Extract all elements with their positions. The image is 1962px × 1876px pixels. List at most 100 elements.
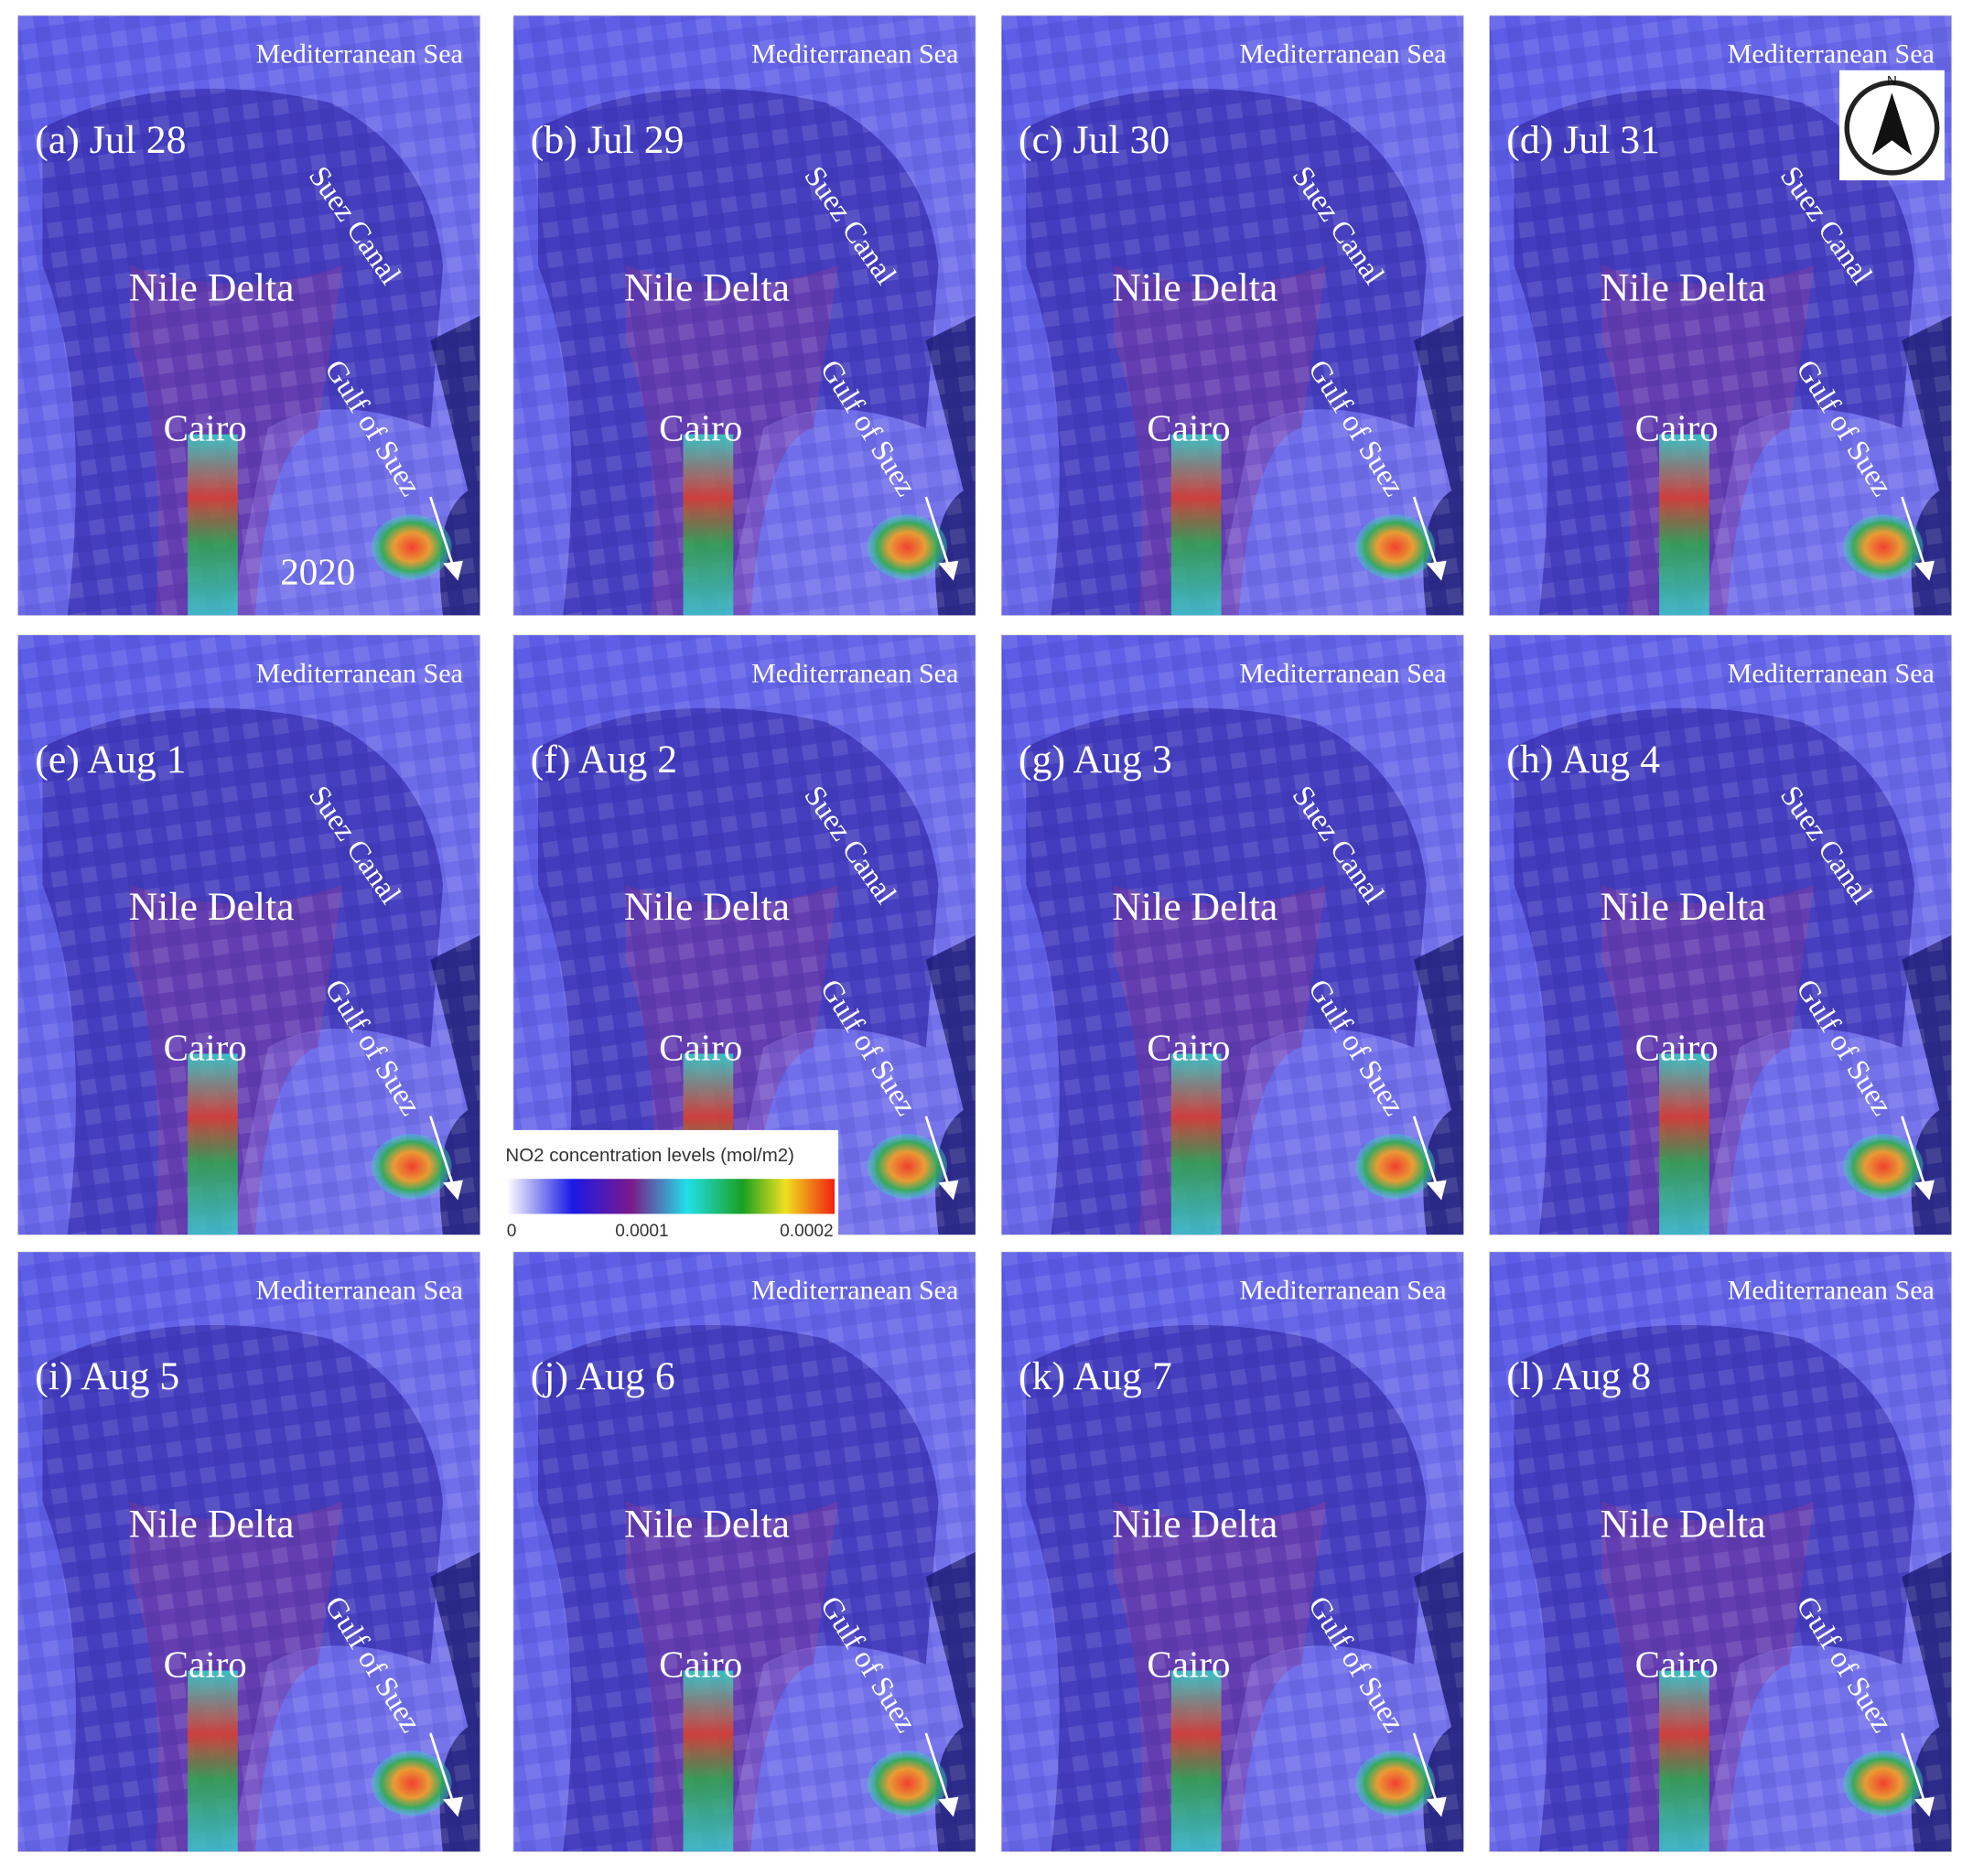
- gulf-hotspot: [1354, 1751, 1436, 1817]
- panel-label: (k) Aug 7: [1019, 1354, 1172, 1398]
- map-area: [512, 1251, 976, 1852]
- cairo-label: Cairo: [1635, 1643, 1719, 1685]
- cairo-plume: [1659, 1053, 1709, 1235]
- map-area: [17, 634, 481, 1235]
- cairo-plume: [683, 1670, 734, 1852]
- sea-label: Mediterranean Sea: [1728, 1274, 1935, 1305]
- delta-label: Nile Delta: [1112, 1502, 1277, 1546]
- arrow-head: [1914, 560, 1935, 581]
- gulf-hotspot: [1354, 1133, 1436, 1200]
- arrow: [1412, 1732, 1439, 1803]
- map-area: [17, 1251, 481, 1852]
- arrow: [924, 1116, 950, 1186]
- arrow-head: [1426, 1180, 1447, 1201]
- delta-label: Nile Delta: [624, 885, 790, 929]
- panel-label: (j) Aug 6: [531, 1354, 675, 1398]
- gulf-hotspot: [372, 514, 452, 580]
- gulf-hotspot: [1843, 1133, 1924, 1200]
- color-bar: [506, 1179, 835, 1214]
- year-label: 2020: [280, 551, 355, 593]
- cairo-label: Cairo: [1147, 1026, 1230, 1068]
- cairo-label: Cairo: [659, 406, 742, 448]
- delta-label: Nile Delta: [129, 265, 295, 309]
- panel-label: (i) Aug 5: [35, 1354, 179, 1398]
- sea-label: Mediterranean Sea: [256, 38, 463, 70]
- arrow: [429, 1116, 455, 1186]
- gulf-hotspot: [1354, 514, 1436, 580]
- sea-label: Mediterranean Sea: [751, 1274, 958, 1305]
- arrow-head: [443, 560, 463, 581]
- arrow: [1901, 496, 1926, 566]
- legend-tick: 0: [507, 1222, 517, 1241]
- panel-label: (f) Aug 2: [531, 738, 677, 782]
- delta-label: Nile Delta: [129, 1502, 295, 1546]
- arrow: [429, 496, 455, 566]
- sea-label: Mediterranean Sea: [751, 657, 958, 688]
- legend-tick: 0.0002: [780, 1222, 834, 1241]
- sea-label: Mediterranean Sea: [256, 657, 463, 688]
- cairo-plume: [188, 434, 238, 616]
- arrow: [429, 1732, 455, 1803]
- map-panel: (i) Aug 5 Mediterranean Sea Nile Delta Cair…: [17, 1251, 481, 1852]
- arrow-head: [1914, 1796, 1935, 1817]
- panel-label: (d) Jul 31: [1506, 118, 1660, 162]
- cairo-plume: [1659, 1670, 1709, 1852]
- arrow-head: [1914, 1180, 1935, 1201]
- cairo-label: Cairo: [164, 1026, 247, 1068]
- compass-needle: [1871, 92, 1913, 156]
- cairo-label: Cairo: [1635, 406, 1719, 448]
- sea-label: Mediterranean Sea: [1239, 657, 1446, 688]
- panel-label: (l) Aug 8: [1506, 1354, 1651, 1398]
- map-area: [1000, 1251, 1464, 1852]
- arrow-head: [443, 1180, 463, 1201]
- arrow-head: [938, 560, 959, 581]
- cairo-label: Cairo: [1147, 1643, 1230, 1685]
- arrow: [924, 496, 950, 566]
- gulf-hotspot: [867, 514, 948, 580]
- arrow-head: [1426, 1796, 1447, 1817]
- cairo-plume: [1170, 1053, 1222, 1235]
- cairo-plume: [1170, 1670, 1222, 1852]
- sea-label: Mediterranean Sea: [1239, 38, 1446, 70]
- arrow: [1412, 1116, 1439, 1186]
- cairo-plume: [188, 1670, 238, 1852]
- map-area: [17, 15, 481, 616]
- arrow-head: [938, 1180, 959, 1201]
- arrow: [1412, 496, 1439, 566]
- sea-label: Mediterranean Sea: [256, 1274, 463, 1305]
- map-panel: (k) Aug 7 Mediterranean Sea Nile Delta Cair…: [1000, 1251, 1464, 1852]
- cairo-plume: [188, 1053, 238, 1235]
- sea-label: Mediterranean Sea: [1728, 657, 1935, 688]
- map-area: [1489, 15, 1953, 616]
- cairo-label: Cairo: [164, 406, 247, 448]
- map-area: [1489, 634, 1953, 1235]
- cairo-plume: [1659, 434, 1709, 616]
- delta-label: Nile Delta: [1601, 885, 1766, 929]
- panel-label: (h) Aug 4: [1506, 738, 1660, 782]
- gulf-hotspot: [1843, 1751, 1924, 1817]
- panel-label: (a) Jul 28: [35, 118, 186, 162]
- compass-label: N: [1887, 73, 1897, 89]
- panel-label: (c) Jul 30: [1019, 118, 1170, 162]
- sea-label: Mediterranean Sea: [751, 38, 958, 70]
- cairo-label: Cairo: [659, 1026, 742, 1068]
- delta-label: Nile Delta: [1601, 1502, 1766, 1546]
- legend-title: NO2 concentration levels (mol/m2): [505, 1145, 794, 1166]
- compass-ring: [1844, 80, 1940, 176]
- cairo-plume: [1170, 434, 1222, 616]
- delta-label: Nile Delta: [129, 885, 295, 929]
- sea-label: Mediterranean Sea: [1728, 38, 1935, 70]
- cairo-label: Cairo: [164, 1643, 247, 1685]
- map-panel: (j) Aug 6 Mediterranean Sea Nile Delta Cair…: [512, 1251, 976, 1852]
- gulf-hotspot: [867, 1133, 948, 1200]
- panel-label: (b) Jul 29: [531, 118, 685, 162]
- delta-label: Nile Delta: [1112, 265, 1277, 309]
- panel-label: (e) Aug 1: [35, 738, 186, 782]
- arrow: [1901, 1116, 1926, 1186]
- arrow: [924, 1732, 950, 1803]
